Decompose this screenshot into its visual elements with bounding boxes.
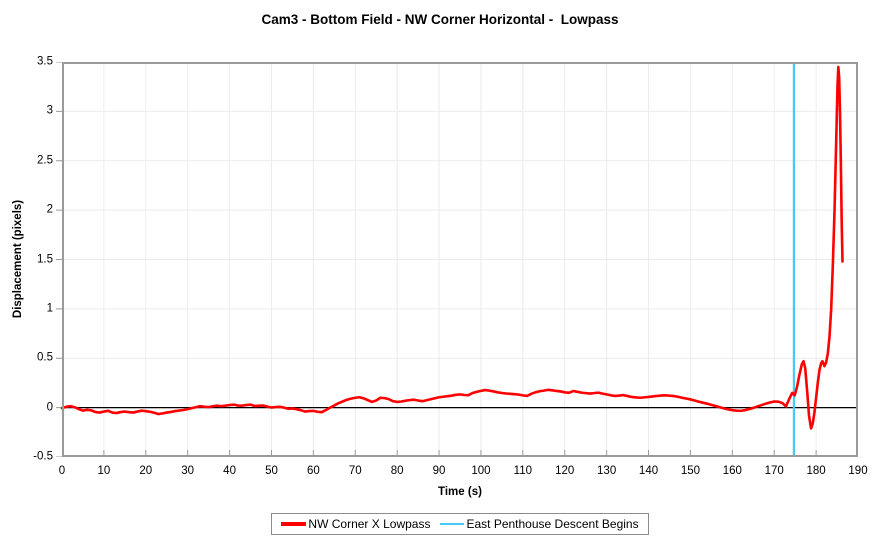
legend-red-line-icon — [281, 522, 307, 526]
y-tick-label: 3.5 — [37, 55, 53, 68]
series-line — [60, 65, 844, 430]
x-tick-label: 60 — [306, 465, 320, 477]
y-tick-label: 0 — [46, 401, 53, 414]
x-tick-label: 10 — [97, 465, 111, 477]
legend: NW Corner X Lowpass East Penthouse Desce… — [62, 513, 858, 535]
y-tick-label: 1.5 — [37, 253, 53, 265]
x-tick-label: 30 — [181, 465, 195, 477]
legend-cyan-line-icon — [440, 523, 465, 525]
x-tick-label: 0 — [58, 465, 66, 477]
x-tick-label: 160 — [722, 465, 742, 477]
y-tick-label: 1 — [46, 302, 53, 315]
x-tick-label: 140 — [638, 465, 659, 477]
legend-label-event: East Penthouse Descent Begins — [466, 517, 639, 531]
x-tick-label: 130 — [597, 465, 617, 477]
x-tick-label: 180 — [806, 465, 826, 477]
x-axis-title: Time (s) — [438, 486, 482, 498]
x-tick-label: 100 — [471, 465, 491, 477]
x-tick-label: 40 — [223, 465, 236, 477]
y-tick-label: 2 — [46, 203, 53, 216]
plot-frame — [62, 62, 858, 457]
y-tick-label: 0.5 — [37, 351, 53, 364]
x-tick-label: 150 — [680, 465, 700, 477]
legend-box: NW Corner X Lowpass East Penthouse Desce… — [271, 513, 649, 535]
y-tick-label: 2.5 — [37, 154, 53, 167]
x-tick-label: 20 — [139, 465, 153, 477]
x-tick-label: 170 — [764, 465, 784, 477]
x-tick-label: 50 — [265, 465, 278, 477]
x-tick-label: 120 — [555, 465, 575, 477]
y-tick-label: 3 — [46, 104, 53, 117]
legend-label-series: NW Corner X Lowpass — [308, 517, 431, 531]
x-tick-label: 110 — [513, 465, 532, 477]
x-tick-label: 190 — [848, 465, 868, 477]
x-tick-label: 70 — [348, 465, 362, 477]
x-tick-label: 80 — [390, 465, 404, 477]
y-tick-label: -0.5 — [33, 450, 53, 463]
chart-title: Cam3 - Bottom Field - NW Corner Horizont… — [261, 12, 619, 27]
plot-area — [56, 62, 858, 457]
x-tick-label: 90 — [432, 465, 446, 477]
